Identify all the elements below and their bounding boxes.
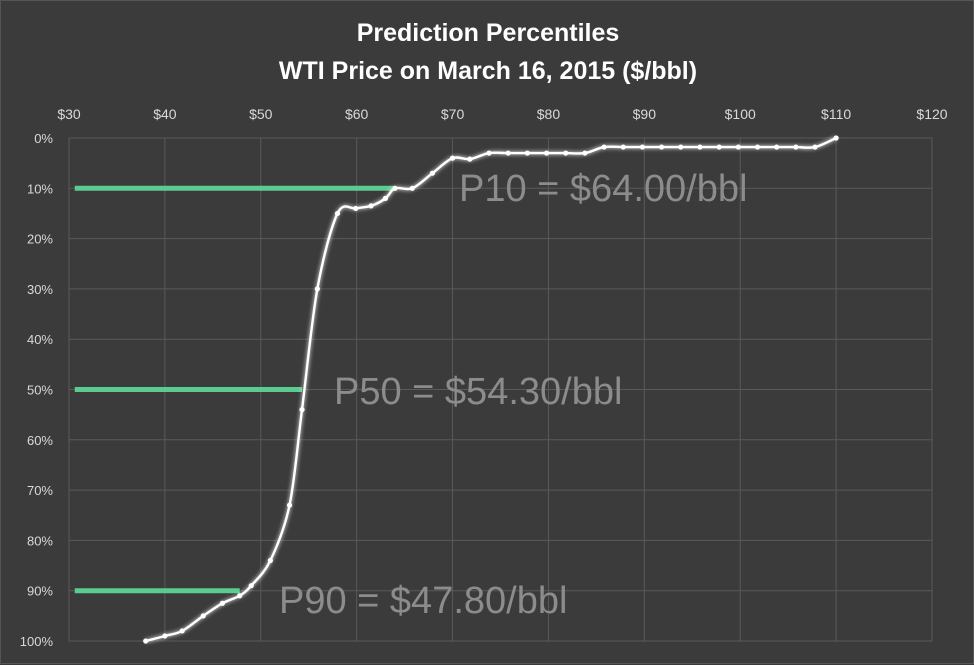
- data-point: [697, 144, 703, 150]
- data-point: [248, 583, 254, 589]
- data-point: [735, 144, 741, 150]
- data-point: [793, 144, 799, 150]
- data-point: [754, 144, 761, 150]
- series-line: [145, 136, 837, 643]
- y-tick-label: 10%: [27, 181, 53, 196]
- data-point: [334, 210, 341, 217]
- data-point: [392, 185, 398, 191]
- data-point: [382, 195, 389, 201]
- data-point: [162, 633, 168, 639]
- x-tick-label: $60: [345, 106, 369, 122]
- data-point: [833, 135, 839, 141]
- x-tick-label: $30: [57, 106, 81, 122]
- data-point: [582, 150, 588, 156]
- x-tick-label: $40: [153, 106, 177, 122]
- data-point: [639, 144, 646, 150]
- data-point: [467, 156, 473, 162]
- data-point: [267, 557, 273, 564]
- x-tick-label: $80: [537, 106, 561, 122]
- y-tick-label: 40%: [27, 332, 53, 347]
- data-point: [601, 144, 607, 150]
- data-point: [314, 286, 320, 292]
- data-point: [774, 144, 780, 150]
- y-tick-label: 70%: [27, 483, 53, 498]
- data-point: [286, 502, 293, 508]
- data-point: [678, 144, 684, 150]
- data-point: [505, 150, 511, 156]
- x-tick-label: $70: [441, 106, 465, 122]
- data-point: [658, 144, 665, 150]
- data-point: [429, 170, 436, 176]
- percentile-annotation: P10 = $64.00/bbl: [459, 168, 747, 210]
- x-tick-label: $120: [916, 106, 947, 122]
- data-point: [449, 155, 456, 161]
- data-point: [812, 144, 818, 150]
- data-point: [299, 407, 305, 413]
- percentile-annotation: P50 = $54.30/bbl: [334, 371, 622, 413]
- data-point: [237, 593, 243, 599]
- data-point: [200, 613, 206, 619]
- x-tick-label: $100: [725, 106, 756, 122]
- data-point: [543, 150, 550, 156]
- data-point: [563, 150, 569, 156]
- y-tick-label: 60%: [27, 433, 53, 448]
- data-point: [219, 600, 226, 606]
- x-tick-label: $110: [821, 106, 851, 122]
- chart-subtitle: WTI Price on March 16, 2015 ($/bbl): [278, 57, 698, 85]
- percentile-annotation: P90 = $47.80/bbl: [279, 580, 567, 622]
- data-point: [368, 203, 374, 209]
- y-tick-label: 30%: [27, 282, 53, 297]
- chart-title: Prediction Percentiles: [356, 19, 620, 47]
- data-point: [716, 144, 722, 150]
- data-point: [409, 185, 415, 191]
- y-tick-label: 20%: [27, 232, 53, 247]
- x-tick-label: $90: [633, 106, 657, 122]
- data-point: [620, 144, 626, 150]
- y-tick-label: 50%: [27, 383, 53, 398]
- x-tick-label: $50: [249, 106, 273, 122]
- data-point: [179, 628, 185, 634]
- data-point: [486, 150, 492, 156]
- y-tick-label: 80%: [27, 533, 53, 548]
- y-tick-label: 100%: [20, 634, 54, 649]
- y-tick-label: 0%: [34, 131, 53, 146]
- data-point: [524, 150, 530, 156]
- y-tick-label: 90%: [27, 584, 53, 599]
- data-point: [143, 638, 149, 644]
- data-point: [353, 205, 359, 212]
